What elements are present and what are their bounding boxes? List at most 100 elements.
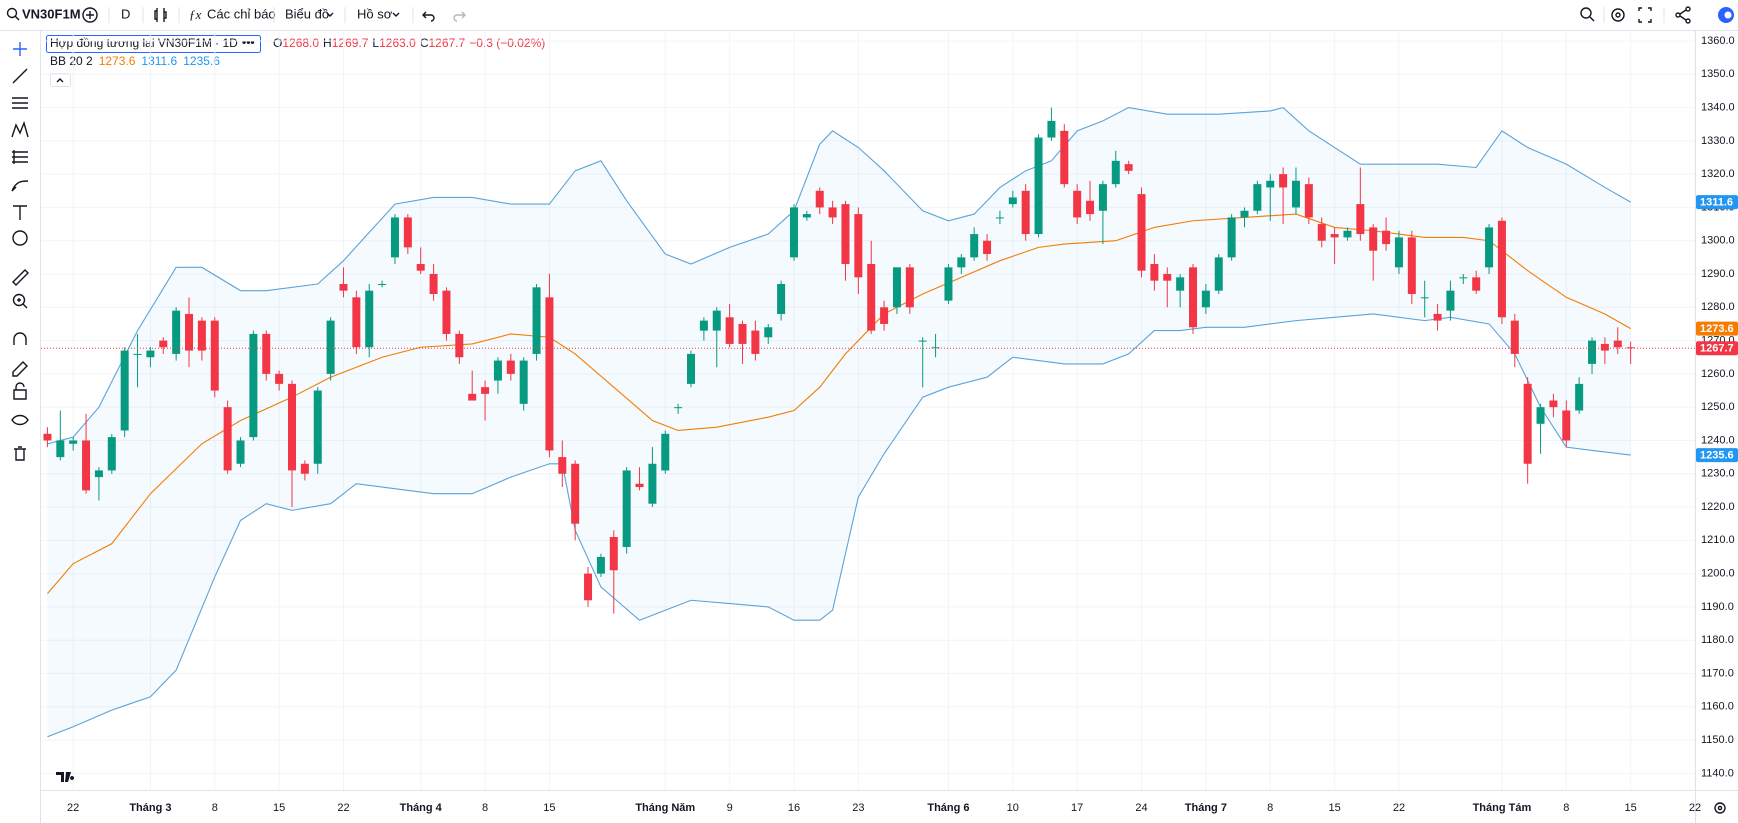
trend-line-tool[interactable] (12, 68, 28, 84)
projection-tool[interactable] (12, 150, 28, 164)
fullscreen-button[interactable] (1638, 7, 1652, 23)
undo-button[interactable] (422, 11, 435, 22)
candle-body (699, 320, 708, 331)
x-tick-label: Tháng 3 (129, 802, 171, 814)
legend-title-box[interactable] (46, 35, 261, 53)
y-tick-label: 1250.0 (1701, 401, 1735, 413)
candle-body (1176, 277, 1185, 291)
y-tick-label: 1160.0 (1701, 701, 1734, 713)
candle-body (918, 340, 927, 342)
candle-body (584, 573, 593, 601)
symbol[interactable]: VN30F1M (22, 6, 81, 21)
icon (17, 298, 28, 309)
stay-drawing-tool[interactable] (12, 361, 28, 377)
candle-body (892, 267, 901, 308)
y-tick-label: 1360.0 (1701, 35, 1735, 47)
candle-body (313, 390, 322, 464)
candle-body (468, 393, 477, 401)
icon (1685, 18, 1691, 24)
brush-tool[interactable] (11, 180, 29, 192)
icon (1615, 12, 1621, 18)
candle-body (777, 284, 786, 314)
axis-settings[interactable] (1714, 802, 1726, 814)
zoom-button[interactable] (1580, 7, 1595, 22)
icon (1685, 6, 1691, 12)
candle-body (1189, 267, 1198, 328)
zoom-tool[interactable] (12, 293, 28, 309)
interval[interactable]: D (121, 6, 130, 21)
indicators-button[interactable]: Các chỉ báo (207, 6, 276, 21)
fib-tool[interactable] (12, 97, 28, 109)
bb-value: 1311.6 (141, 54, 177, 68)
x-tick-label: 23 (852, 802, 864, 814)
candle-body (1588, 340, 1597, 364)
icon (1679, 9, 1687, 21)
legend-ohlc: O1268.0 H1269.7 L1263.0 C1267.7 −0.3 (−0.02%… (273, 36, 545, 50)
plus-icon (82, 7, 98, 23)
candle-body (493, 360, 502, 381)
candle-body (854, 214, 863, 278)
candle-body (1472, 277, 1481, 291)
symbol-search[interactable]: VN30F1M (6, 6, 81, 21)
candle-body (1150, 264, 1159, 281)
candle-body (648, 463, 657, 504)
candle-body (455, 333, 464, 358)
pattern-tool[interactable] (11, 120, 29, 138)
legend-bb: BB 20 2 1273.6 1311.6 1235.6 (50, 54, 220, 68)
settings-button[interactable] (1611, 8, 1625, 22)
lock-tool[interactable] (13, 382, 27, 400)
icon (12, 293, 26, 307)
hide-tool[interactable] (11, 414, 29, 426)
chart-type-button[interactable] (154, 8, 167, 22)
candle-body (1111, 160, 1120, 185)
magnet-tool[interactable] (13, 332, 27, 345)
candle-body (764, 327, 773, 338)
candle-body (944, 267, 953, 301)
candle-body (712, 310, 721, 331)
chart-menu[interactable]: Biểu đồ (285, 6, 329, 21)
candle-body (1240, 210, 1249, 218)
emoji-tool[interactable] (12, 230, 28, 246)
profile-menu[interactable]: Hồ sơ (357, 6, 393, 21)
candle-body (983, 240, 992, 255)
candle-body (725, 317, 734, 344)
logo (56, 772, 75, 782)
candle-body (94, 470, 103, 478)
ruler-tool[interactable] (12, 269, 29, 286)
candle-body (815, 190, 824, 208)
y-tick-label: 1240.0 (1701, 434, 1735, 446)
compare-button[interactable] (82, 7, 98, 23)
candle-body (1600, 343, 1609, 351)
candle-body (1536, 407, 1545, 424)
candle-body (82, 440, 91, 491)
candle-body (1459, 277, 1468, 279)
crosshair-tool[interactable] (13, 42, 27, 56)
y-tick-label: 1340.0 (1701, 101, 1735, 113)
candle-body (133, 353, 142, 355)
text-tool[interactable] (13, 205, 27, 220)
x-tick-label: 15 (1625, 802, 1637, 814)
candle-body (429, 274, 438, 294)
candle-body (1343, 230, 1352, 238)
legend-more[interactable]: ••• (242, 35, 255, 49)
legend-value: 1263.0 (379, 36, 416, 50)
candle-body (378, 284, 387, 285)
candle-body (1227, 217, 1236, 258)
x-tick-label: 22 (1689, 802, 1701, 814)
candle-body (828, 207, 837, 218)
candle-body (674, 407, 683, 409)
band-fill (47, 107, 1631, 737)
remove-tool[interactable] (14, 446, 26, 461)
y-tick-label: 1140.0 (1701, 767, 1734, 779)
candle-body (1510, 320, 1519, 354)
redo-button[interactable] (453, 11, 466, 22)
y-tick-label: 1350.0 (1701, 68, 1735, 80)
x-tick-label: 15 (543, 802, 555, 814)
share-button[interactable] (1675, 6, 1691, 24)
legend: Hợp đồng tương lai VN30F1M · 1D ••• O126… (46, 35, 545, 87)
candle-body (390, 217, 399, 258)
band-line (47, 313, 1631, 738)
candle-body (262, 333, 271, 374)
legend-title[interactable]: Hợp đồng tương lai VN30F1M · 1D (50, 36, 238, 50)
